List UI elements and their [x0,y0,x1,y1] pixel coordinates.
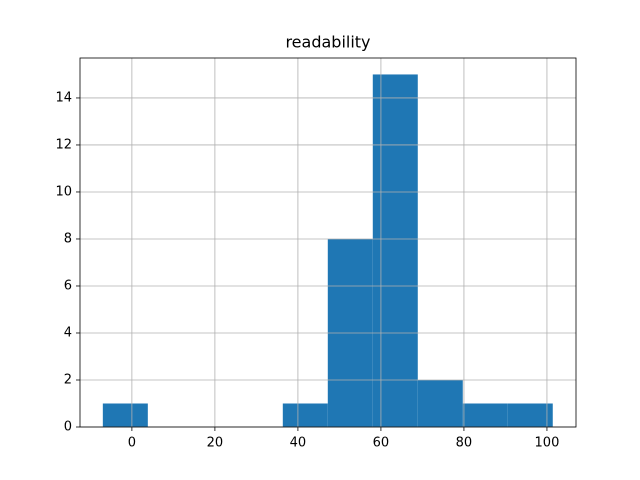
chart-title: readability [285,33,370,52]
x-tick-label: 100 [535,436,560,451]
bar [102,403,148,427]
y-tick-label: 6 [64,278,72,293]
x-tick-label: 40 [290,436,307,451]
bar [462,403,508,427]
y-tick-label: 4 [64,325,72,340]
bar [282,403,328,427]
y-tick-label: 2 [64,372,72,387]
y-tick-label: 8 [64,231,72,246]
y-tick-label: 12 [55,137,72,152]
bar [507,403,553,427]
x-tick-label: 80 [456,436,473,451]
x-tick-label: 20 [207,436,224,451]
x-tick-label: 0 [128,436,136,451]
axes-frame [79,57,577,428]
bar [417,379,463,427]
y-tick-label: 14 [55,90,72,105]
bar [372,74,418,427]
y-tick-label: 10 [55,184,72,199]
x-tick-label: 60 [373,436,390,451]
y-tick-label: 0 [64,420,72,435]
